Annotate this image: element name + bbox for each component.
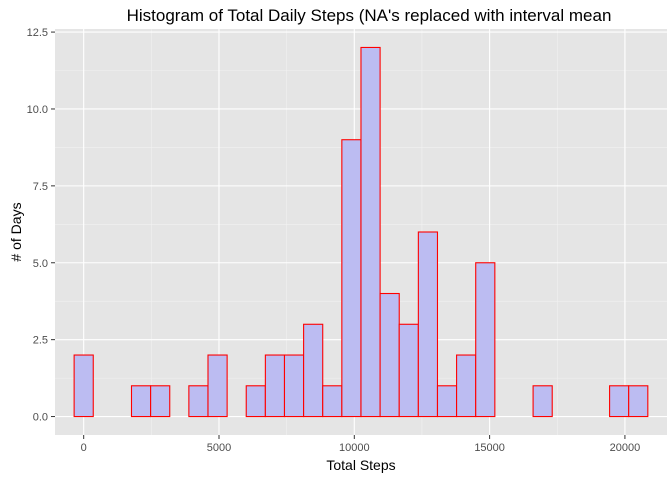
histogram-bar — [609, 385, 630, 418]
histogram-bar — [398, 323, 419, 418]
chart-title: Histogram of Total Daily Steps (NA's rep… — [127, 6, 612, 25]
histogram-bar — [303, 323, 324, 418]
histogram-bar — [628, 385, 649, 418]
histogram-bar — [150, 385, 171, 418]
y-axis: 0.0 2.5 5.0 7.5 10.0 12.5 — [27, 27, 55, 424]
histogram-bar — [436, 385, 458, 418]
histogram-bar — [73, 354, 94, 418]
x-tick-label: 5000 — [207, 442, 231, 454]
histogram-bar — [245, 385, 266, 418]
y-tick-label: 5.0 — [33, 258, 48, 270]
histogram-bar — [283, 354, 305, 418]
x-axis: 0 5000 10000 15000 20000 — [81, 435, 641, 454]
y-axis-title: # of Days — [8, 202, 24, 261]
histogram-bar — [360, 46, 381, 418]
x-tick-label: 10000 — [339, 442, 370, 454]
x-tick-label: 20000 — [610, 442, 641, 454]
x-tick-label: 15000 — [474, 442, 505, 454]
y-tick-label: 7.5 — [33, 181, 48, 193]
histogram-bar — [379, 292, 400, 418]
histogram-bar — [264, 354, 286, 418]
histogram-bar — [188, 385, 209, 418]
y-tick-label: 12.5 — [27, 27, 48, 39]
histogram-bar — [532, 385, 553, 418]
histogram-bar — [417, 231, 439, 418]
histogram-bar — [456, 354, 477, 418]
x-tick-label: 0 — [81, 442, 87, 454]
y-tick-label: 0.0 — [33, 412, 48, 424]
histogram-bar — [322, 385, 343, 418]
histogram-bars — [73, 46, 649, 418]
histogram-bar — [207, 354, 228, 418]
histogram-bar — [130, 385, 152, 418]
x-axis-title: Total Steps — [326, 457, 395, 473]
y-tick-label: 10.0 — [27, 104, 48, 116]
histogram-bar — [341, 139, 362, 418]
y-tick-label: 2.5 — [33, 335, 48, 347]
histogram-bar — [475, 262, 496, 418]
